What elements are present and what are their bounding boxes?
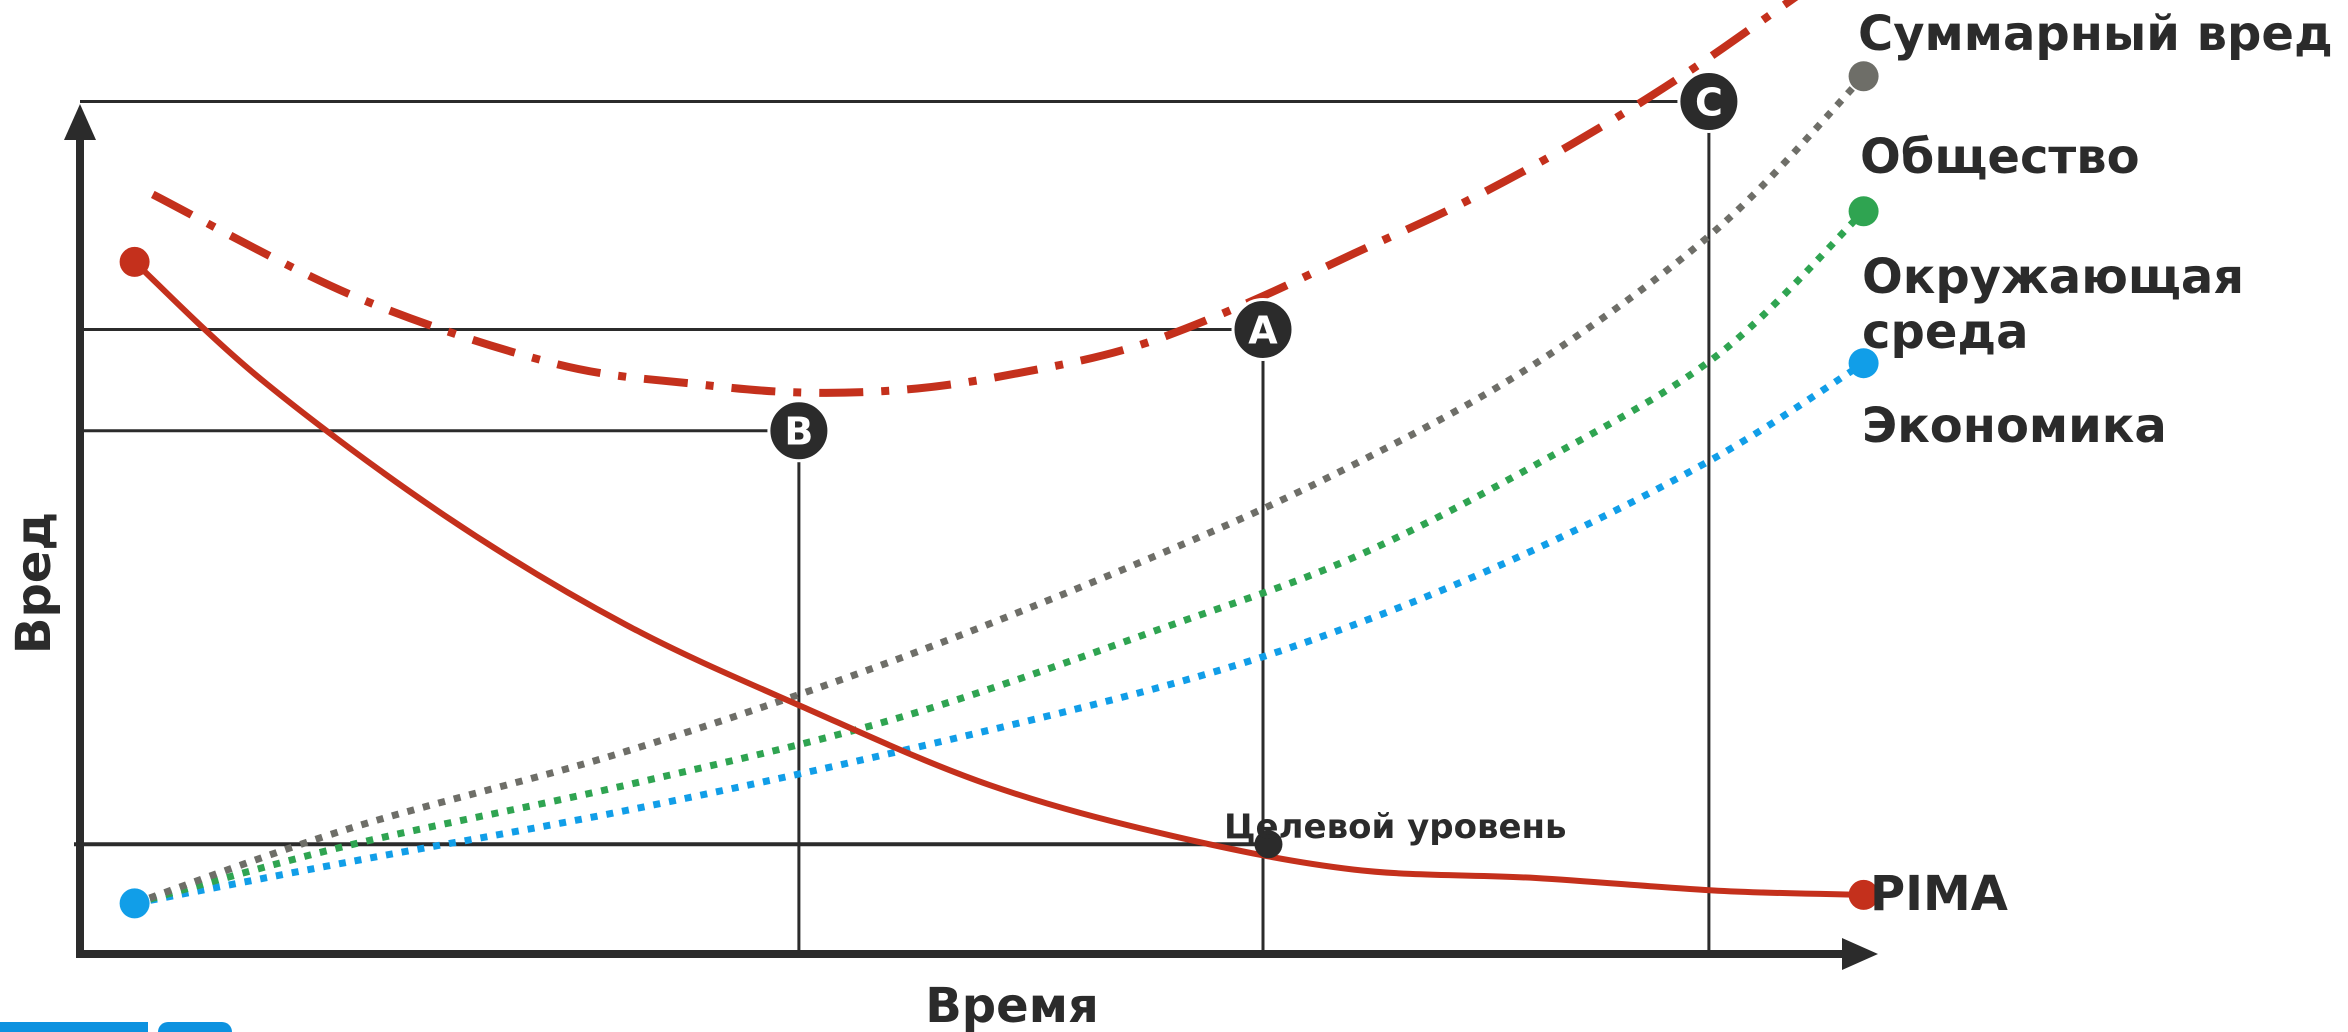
end-point-pima [1848,879,1879,910]
marker-label-C: C [1695,81,1723,125]
marker-B [767,399,831,463]
legend-environment-line2: среда [1862,304,2029,360]
series-line-pima [131,258,1867,898]
target-point [1254,830,1283,859]
marker-label-A: A [1248,308,1278,352]
series-line-environment [133,208,1867,907]
marker-C [1677,70,1741,134]
end-point-economy [1848,348,1879,379]
x-axis-arrow [1842,938,1878,970]
start-point-pima [119,246,150,277]
series-line-total [150,0,1799,397]
end-point-society [1848,61,1879,92]
y-axis-arrow [64,104,96,140]
start-point-economy [119,888,150,919]
legend-society-label: Общество [1860,129,2140,185]
legend: Суммарный вред Общество Окружающая среда… [1858,6,2333,922]
marker-label-B: B [784,410,813,454]
series-line-society [133,73,1867,907]
brand-logo-fragment [0,1022,232,1032]
end-point-environment [1848,196,1879,227]
x-axis-label: Время [925,978,1099,1032]
legend-economy-label: Экономика [1862,398,2167,454]
target-level-label: Целевой уровень [1224,807,1567,847]
y-axis-label: Вред [6,512,62,654]
markers-layer: B A C [767,70,1741,463]
legend-environment-line1: Окружающая [1862,249,2244,305]
legend-pima-label: PIMA [1870,866,2008,922]
legend-environment-label: Окружающая среда [1862,249,2261,360]
marker-A [1231,297,1295,361]
endpoints-layer [119,61,1879,919]
series-line-economy [133,360,1866,907]
guide-lines [74,100,1711,954]
series-layer [131,0,1867,907]
legend-total-label: Суммарный вред [1858,6,2333,62]
axes [64,104,1878,970]
